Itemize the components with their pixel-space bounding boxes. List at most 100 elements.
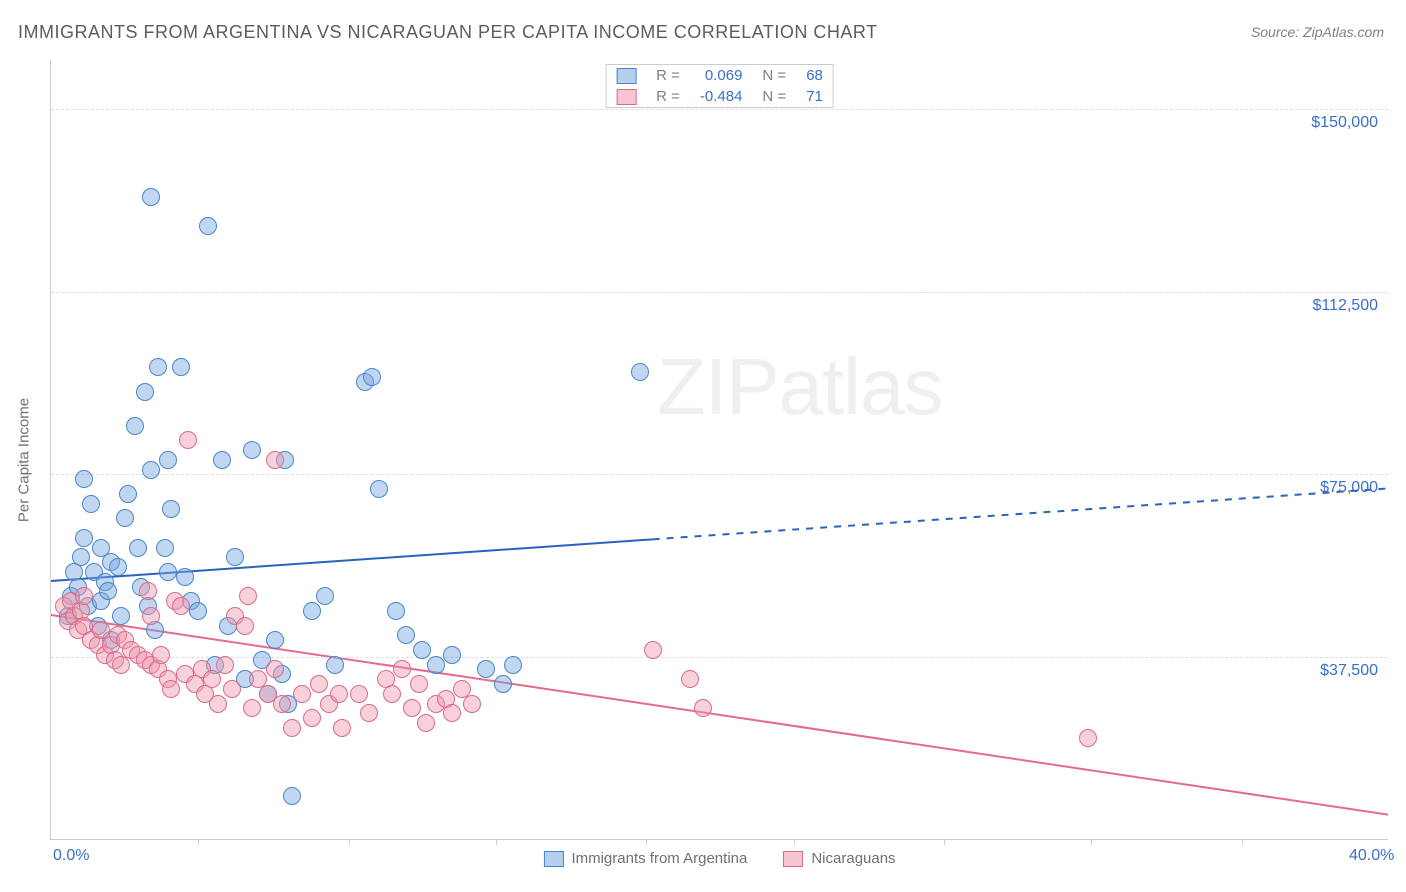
data-point xyxy=(303,709,321,727)
y-tick-label: $75,000 xyxy=(1320,479,1378,497)
data-point xyxy=(283,719,301,737)
data-point xyxy=(162,680,180,698)
r-value: 0.069 xyxy=(690,65,753,86)
data-point xyxy=(136,383,154,401)
data-point xyxy=(176,568,194,586)
y-tick-label: $37,500 xyxy=(1320,662,1378,680)
data-point xyxy=(109,558,127,576)
data-point xyxy=(303,602,321,620)
grid-line xyxy=(51,474,1388,475)
data-point xyxy=(159,451,177,469)
source-attribution: Source: ZipAtlas.com xyxy=(1251,24,1384,40)
data-point xyxy=(443,646,461,664)
watermark: ZIPatlas xyxy=(657,341,942,433)
data-point xyxy=(149,358,167,376)
data-point xyxy=(504,656,522,674)
grid-line xyxy=(51,657,1388,658)
y-tick-label: $112,500 xyxy=(1312,297,1378,315)
legend-row: R =0.069N =68 xyxy=(606,65,833,86)
x-tick-label: 40.0% xyxy=(1349,847,1394,865)
n-value: 71 xyxy=(796,86,833,107)
data-point xyxy=(179,431,197,449)
r-value: -0.484 xyxy=(690,86,753,107)
data-point xyxy=(75,470,93,488)
y-tick-label: $150,000 xyxy=(1311,114,1378,132)
legend-row: R =-0.484N =71 xyxy=(606,86,833,107)
data-point xyxy=(316,587,334,605)
x-minor-tick xyxy=(646,839,647,845)
data-point xyxy=(363,368,381,386)
data-point xyxy=(387,602,405,620)
data-point xyxy=(213,451,231,469)
x-minor-tick xyxy=(1242,839,1243,845)
source-link[interactable]: ZipAtlas.com xyxy=(1303,24,1384,40)
scatter-plot: ZIPatlas R =0.069N =68R =-0.484N =71 Imm… xyxy=(50,60,1388,840)
data-point xyxy=(172,597,190,615)
y-axis-title: Per Capita Income xyxy=(16,398,33,522)
data-point xyxy=(494,675,512,693)
n-value: 68 xyxy=(796,65,833,86)
data-point xyxy=(370,480,388,498)
data-point xyxy=(199,217,217,235)
data-point xyxy=(189,602,207,620)
data-point xyxy=(116,509,134,527)
data-point xyxy=(72,548,90,566)
legend-label: Nicaraguans xyxy=(811,850,895,867)
legend-item: Immigrants from Argentina xyxy=(543,850,747,867)
data-point xyxy=(126,417,144,435)
x-minor-tick xyxy=(349,839,350,845)
data-point xyxy=(243,699,261,717)
legend-series: Immigrants from Argentina Nicaraguans xyxy=(525,850,913,867)
grid-line xyxy=(51,292,1388,293)
legend-swatch xyxy=(543,851,563,867)
data-point xyxy=(152,646,170,664)
grid-line xyxy=(51,109,1388,110)
n-label: N = xyxy=(752,65,796,86)
data-point xyxy=(119,485,137,503)
x-minor-tick xyxy=(1091,839,1092,845)
data-point xyxy=(293,685,311,703)
x-minor-tick xyxy=(496,839,497,845)
data-point xyxy=(631,363,649,381)
x-tick-label: 0.0% xyxy=(53,847,89,865)
data-point xyxy=(226,548,244,566)
data-point xyxy=(310,675,328,693)
data-point xyxy=(75,529,93,547)
data-point xyxy=(350,685,368,703)
data-point xyxy=(236,617,254,635)
data-point xyxy=(330,685,348,703)
data-point xyxy=(266,631,284,649)
data-point xyxy=(243,441,261,459)
data-point xyxy=(203,670,221,688)
data-point xyxy=(266,660,284,678)
data-point xyxy=(162,500,180,518)
data-point xyxy=(403,699,421,717)
x-minor-tick xyxy=(198,839,199,845)
data-point xyxy=(172,358,190,376)
legend-swatch xyxy=(616,89,636,105)
data-point xyxy=(397,626,415,644)
data-point xyxy=(283,787,301,805)
data-point xyxy=(112,607,130,625)
data-point xyxy=(156,539,174,557)
data-point xyxy=(159,563,177,581)
data-point xyxy=(239,587,257,605)
legend-swatch xyxy=(783,851,803,867)
n-label: N = xyxy=(752,86,796,107)
r-label: R = xyxy=(646,65,690,86)
data-point xyxy=(410,675,428,693)
data-point xyxy=(216,656,234,674)
data-point xyxy=(360,704,378,722)
data-point xyxy=(142,188,160,206)
data-point xyxy=(326,656,344,674)
data-point xyxy=(443,704,461,722)
x-minor-tick xyxy=(944,839,945,845)
data-point xyxy=(142,607,160,625)
legend-label: Immigrants from Argentina xyxy=(571,850,747,867)
data-point xyxy=(393,660,411,678)
data-point xyxy=(417,714,435,732)
r-label: R = xyxy=(646,86,690,107)
legend-correlation: R =0.069N =68R =-0.484N =71 xyxy=(605,64,834,108)
chart-title: IMMIGRANTS FROM ARGENTINA VS NICARAGUAN … xyxy=(18,22,878,43)
data-point xyxy=(209,695,227,713)
